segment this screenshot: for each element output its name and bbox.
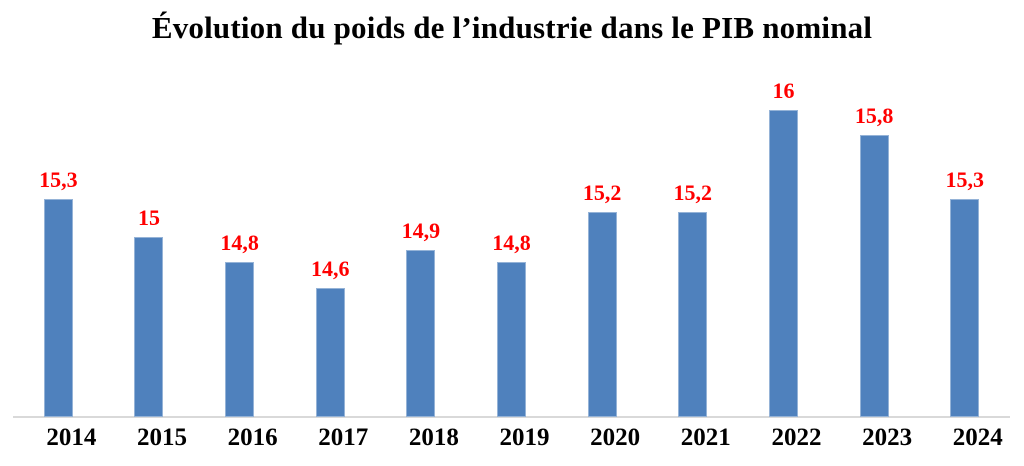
bar-group: 14,8 (194, 0, 285, 417)
bar-2020 (587, 212, 617, 417)
bar-2015 (134, 237, 164, 417)
x-axis-tick-label: 2015 (136, 424, 187, 451)
bar-value-label: 14,8 (492, 230, 531, 255)
bar-2019 (497, 262, 527, 417)
bar-2023 (859, 135, 889, 417)
bar-value-label: 15 (137, 205, 160, 230)
x-axis-tick-label: 2022 (771, 424, 822, 451)
bar-group: 15,2 (557, 0, 648, 417)
x-axis-tick-label: 2017 (318, 424, 369, 451)
bar-value-label: 14,8 (220, 230, 259, 255)
x-axis-line (13, 416, 1010, 418)
plot-area: 15,3 15 14,8 14,6 14,9 14,8 15,2 15,2 16… (13, 0, 1010, 451)
bar-value-label: 14,9 (401, 218, 441, 243)
bar-2014 (43, 199, 73, 417)
bar-value-label: 16 (772, 78, 795, 103)
x-axis-tick-label: 2014 (46, 424, 97, 451)
bar-group: 14,8 (466, 0, 557, 417)
bar-value-label: 15,8 (854, 103, 894, 128)
bar-value-label: 15,2 (673, 180, 713, 205)
bar-group: 16 (738, 0, 829, 417)
x-axis-tick-label: 2021 (680, 424, 731, 451)
bar-2024 (950, 199, 980, 417)
x-axis-tick-label: 2019 (499, 424, 550, 451)
bar-value-label: 14,6 (310, 256, 350, 281)
bar-value-label: 15,3 (945, 167, 984, 192)
bar-2022 (768, 110, 798, 417)
bar-group: 15,3 (13, 0, 104, 417)
x-axis-tick-label: 2024 (952, 424, 1003, 451)
bar-group: 14,6 (285, 0, 376, 417)
bar-2018 (406, 250, 436, 417)
x-axis-tick-label: 2020 (590, 424, 641, 451)
bar-group: 15 (104, 0, 195, 417)
bar-2021 (678, 212, 708, 417)
bar-value-label: 15,3 (39, 167, 78, 192)
x-axis-tick-label: 2016 (227, 424, 278, 451)
bar-group: 15,8 (829, 0, 920, 417)
bar-2017 (315, 288, 345, 417)
bar-group: 15,3 (919, 0, 1010, 417)
chart-title: Évolution du poids de l’industrie dans l… (151, 10, 873, 45)
x-axis-tick-label: 2018 (408, 424, 459, 451)
x-axis-tick-label: 2023 (862, 424, 913, 451)
bar-group: 14,9 (376, 0, 467, 417)
bar-value-label: 15,2 (582, 180, 622, 205)
bars-container: 15,3 15 14,8 14,6 14,9 14,8 15,2 15,2 16… (13, 0, 1010, 417)
bar-2016 (225, 262, 255, 417)
bar-group: 15,2 (647, 0, 738, 417)
x-axis-tick-labels: 2014 2015 2016 2017 2018 2019 2020 2021 … (26, 424, 1023, 452)
